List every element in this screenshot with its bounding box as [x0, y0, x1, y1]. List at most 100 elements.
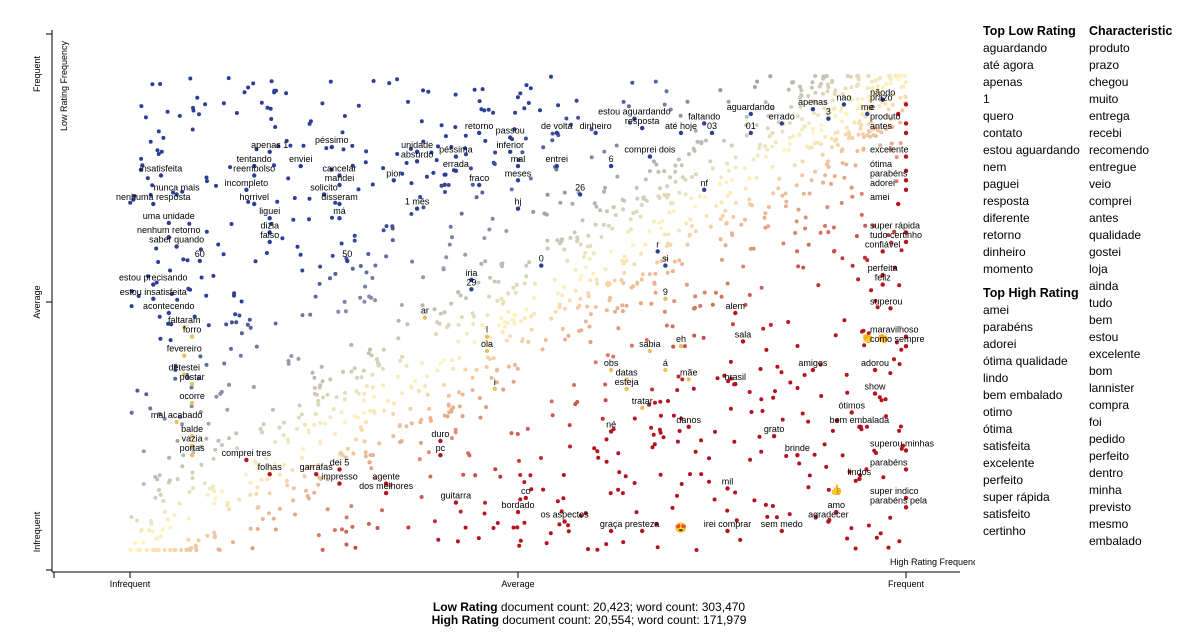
term-dot[interactable] — [438, 311, 443, 316]
term-point[interactable] — [337, 481, 342, 486]
characteristic-item[interactable]: recebi — [1089, 126, 1122, 140]
term-dot[interactable] — [733, 165, 738, 170]
term-dot[interactable] — [500, 329, 505, 334]
term-dot[interactable] — [704, 213, 709, 218]
term-dot[interactable] — [425, 374, 430, 379]
term-dot[interactable] — [823, 134, 828, 139]
term-label[interactable]: até hoje — [665, 121, 697, 131]
term-dot[interactable] — [284, 91, 289, 96]
term-dot[interactable] — [259, 477, 264, 482]
term-dot[interactable] — [339, 241, 344, 246]
term-dot[interactable] — [733, 490, 738, 495]
term-dot[interactable] — [509, 431, 514, 436]
term-dot[interactable] — [672, 259, 677, 264]
term-label[interactable]: sem medo — [761, 519, 803, 529]
term-label[interactable]: reembolso — [233, 164, 275, 174]
term-dot[interactable] — [459, 211, 464, 216]
term-dot[interactable] — [819, 128, 824, 133]
term-label[interactable]: errado — [769, 111, 795, 121]
term-dot[interactable] — [205, 179, 209, 184]
term-dot[interactable] — [878, 75, 883, 80]
term-dot[interactable] — [886, 233, 891, 238]
term-dot[interactable] — [683, 192, 688, 197]
term-dot[interactable] — [893, 74, 898, 78]
term-dot[interactable] — [624, 258, 629, 263]
term-point[interactable] — [857, 424, 862, 429]
term-dot[interactable] — [567, 298, 572, 303]
characteristic-item[interactable]: bem — [1089, 313, 1113, 327]
term-dot[interactable] — [744, 133, 749, 138]
term-dot[interactable] — [733, 155, 738, 160]
term-dot[interactable] — [747, 293, 752, 297]
term-dot[interactable] — [381, 166, 386, 171]
term-dot[interactable] — [723, 208, 728, 213]
term-dot[interactable] — [572, 383, 576, 387]
term-dot[interactable] — [620, 303, 625, 308]
term-dot[interactable] — [803, 226, 808, 231]
term-dot[interactable] — [548, 531, 553, 536]
term-label[interactable]: 60 — [195, 249, 205, 259]
term-dot[interactable] — [510, 317, 514, 322]
term-dot[interactable] — [132, 194, 137, 198]
term-dot[interactable] — [903, 74, 908, 78]
term-dot[interactable] — [557, 522, 562, 527]
term-dot[interactable] — [650, 445, 655, 450]
term-dot[interactable] — [721, 138, 726, 143]
term-dot[interactable] — [766, 205, 771, 209]
term-dot[interactable] — [420, 303, 425, 308]
term-dot[interactable] — [903, 95, 908, 99]
term-dot[interactable] — [668, 243, 673, 247]
term-dot[interactable] — [850, 263, 855, 268]
term-dot[interactable] — [761, 326, 766, 331]
term-dot[interactable] — [755, 153, 760, 158]
term-dot[interactable] — [726, 379, 731, 384]
term-dot[interactable] — [158, 492, 163, 497]
term-dot[interactable] — [856, 277, 861, 282]
term-dot[interactable] — [495, 298, 500, 303]
term-dot[interactable] — [398, 358, 403, 363]
term-dot[interactable] — [638, 301, 643, 306]
term-dot[interactable] — [670, 269, 675, 274]
term-dot[interactable] — [591, 251, 596, 256]
term-label[interactable]: agente — [372, 472, 400, 482]
term-dot[interactable] — [786, 87, 791, 92]
term-dot[interactable] — [502, 324, 507, 329]
term-dot[interactable] — [528, 86, 533, 91]
term-dot[interactable] — [714, 203, 719, 208]
term-dot[interactable] — [158, 82, 163, 86]
term-dot[interactable] — [343, 309, 348, 314]
term-point[interactable] — [422, 315, 428, 320]
term-dot[interactable] — [204, 362, 209, 367]
term-dot[interactable] — [586, 547, 590, 552]
term-dot[interactable] — [212, 501, 217, 506]
term-dot[interactable] — [178, 415, 182, 420]
term-dot[interactable] — [863, 223, 868, 228]
term-dot[interactable] — [650, 387, 655, 392]
term-dot[interactable] — [369, 353, 374, 358]
term-dot[interactable] — [677, 228, 681, 233]
term-dot[interactable] — [250, 546, 255, 551]
term-point[interactable] — [655, 249, 660, 254]
term-dot[interactable] — [540, 347, 545, 352]
term-dot[interactable] — [428, 474, 433, 479]
term-dot[interactable] — [270, 407, 275, 412]
term-dot[interactable] — [897, 74, 902, 78]
term-dot[interactable] — [809, 85, 814, 90]
term-dot[interactable] — [409, 421, 414, 426]
term-dot[interactable] — [813, 514, 818, 519]
characteristic-item[interactable]: gostei — [1089, 245, 1122, 259]
term-dot[interactable] — [609, 249, 614, 254]
term-dot[interactable] — [810, 80, 815, 85]
term-dot[interactable] — [284, 478, 289, 483]
term-dot[interactable] — [309, 464, 314, 469]
term-dot[interactable] — [213, 496, 218, 501]
term-dot[interactable] — [175, 297, 180, 302]
term-dot[interactable] — [566, 333, 571, 338]
term-dot[interactable] — [339, 410, 344, 415]
term-label[interactable]: adorou — [861, 358, 889, 368]
term-dot[interactable] — [350, 163, 355, 168]
term-dot[interactable] — [313, 294, 318, 299]
term-dot[interactable] — [343, 420, 347, 425]
term-point[interactable] — [903, 495, 909, 501]
term-dot[interactable] — [529, 314, 534, 319]
